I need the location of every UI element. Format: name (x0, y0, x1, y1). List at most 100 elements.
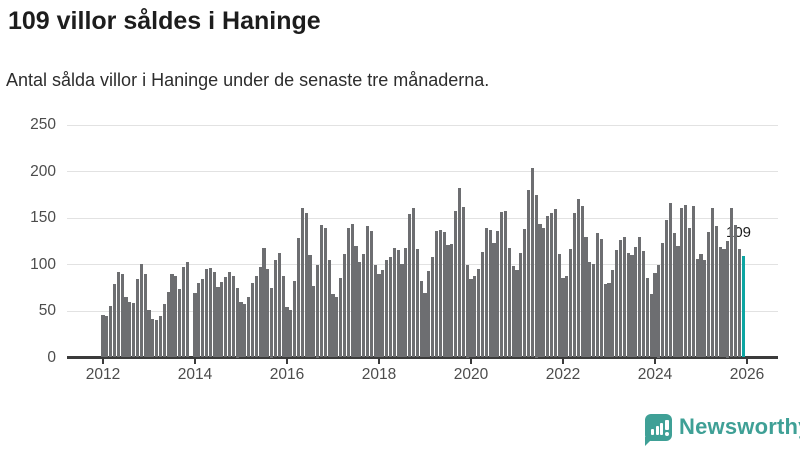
chart-bar (507, 247, 511, 358)
chart-bar (676, 245, 680, 358)
chart-bar (373, 265, 377, 358)
chart-bar (193, 293, 197, 358)
chart-bar (561, 278, 565, 358)
chart-bar (703, 259, 707, 358)
chart-bar (143, 273, 147, 358)
chart-bar (576, 199, 580, 358)
x-axis-tick-2016 (286, 358, 288, 364)
chart-bar (204, 269, 209, 358)
chart-bar (553, 208, 557, 358)
chart-bar (500, 212, 504, 358)
chart-bar (718, 246, 722, 358)
chart-bar (592, 263, 596, 358)
chart-bar (519, 253, 523, 358)
chart-bar (239, 301, 243, 358)
chart-bar (362, 254, 366, 358)
chart-bar (630, 255, 634, 358)
chart-bar (538, 223, 542, 358)
chart-bar (588, 261, 592, 358)
chart-bar (638, 236, 642, 358)
chart-bar (400, 263, 404, 358)
x-tick-label-2024: 2024 (637, 366, 673, 383)
chart-bar (603, 284, 607, 358)
chart-bar (120, 273, 124, 358)
chart-bar (649, 294, 653, 358)
chart-bar (737, 248, 741, 358)
chart-bar (484, 228, 488, 358)
x-axis-tick-2018 (378, 358, 380, 364)
chart-bar (657, 264, 661, 358)
x-tick-label-2016: 2016 (269, 366, 305, 383)
chart-bar (557, 254, 561, 358)
logo-chart-bar-icon (655, 426, 659, 435)
newsworthy-logo-icon (645, 414, 672, 441)
chart-bar (477, 269, 481, 358)
chart-bar (289, 310, 293, 358)
chart-bar (584, 236, 588, 358)
chart-bar (105, 315, 109, 358)
y-tick-label-50: 50 (38, 302, 56, 319)
y-tick-label-150: 150 (30, 209, 56, 226)
chart-bar (569, 248, 573, 358)
chart-bar (611, 270, 615, 358)
chart-bar (408, 214, 412, 358)
x-tick-label-2026: 2026 (729, 366, 765, 383)
x-axis-tick-2024 (654, 358, 656, 364)
chart-bar (733, 224, 738, 358)
chart-bar (273, 259, 278, 358)
chart-bar (385, 259, 389, 358)
chart-bar (212, 271, 216, 358)
chart-bar (231, 275, 235, 358)
x-tick-label-2012: 2012 (85, 366, 121, 383)
chart-bar (128, 301, 132, 358)
chart-bar (178, 288, 182, 358)
chart-bar (473, 275, 477, 358)
gridline-100 (67, 264, 778, 265)
x-tick-label-2020: 2020 (453, 366, 489, 383)
chart-bar (710, 207, 715, 358)
chart-bar (423, 293, 427, 358)
chart-bar (155, 320, 159, 358)
chart-bar (281, 275, 285, 358)
chart-bar (312, 285, 316, 358)
chart-bar (427, 271, 431, 358)
chart-bar (116, 271, 120, 358)
chart-bar (450, 244, 454, 358)
chart-bar (515, 270, 519, 358)
chart-bar (722, 248, 726, 358)
chart-bar (530, 167, 534, 358)
chart-bar (350, 223, 354, 358)
chart-bar (166, 292, 170, 358)
chart-bar (641, 251, 646, 358)
chart-bar (277, 253, 281, 358)
x-tick-label-2022: 2022 (545, 366, 581, 383)
chart-bar (546, 216, 550, 358)
chart-bar (454, 211, 458, 358)
x-axis-tick-2022 (562, 358, 564, 364)
chart-bar (626, 253, 630, 358)
x-axis-tick-2026 (746, 358, 748, 364)
chart-bar (377, 273, 381, 358)
chart-bar (216, 286, 220, 358)
chart-bar (599, 239, 603, 358)
chart-bar (664, 219, 669, 358)
logo-speech-tail (645, 437, 654, 446)
chart-bar (124, 297, 128, 358)
chart-bar (270, 287, 274, 358)
chart-bar (695, 258, 699, 358)
logo-exclamation-icon (665, 420, 669, 430)
chart-bar (235, 287, 239, 358)
chart-bar (308, 255, 312, 358)
chart-bar (170, 273, 174, 358)
chart-bar (293, 281, 297, 358)
chart-bar (174, 275, 178, 358)
chart-bar (112, 284, 117, 358)
chart-bar (319, 224, 324, 358)
chart-bar (457, 188, 462, 358)
chart-bar (346, 228, 350, 358)
chart-bar (339, 278, 343, 358)
chart-bar (503, 210, 508, 358)
chart-bar (565, 275, 569, 358)
chart-bar (707, 231, 711, 358)
x-tick-label-2018: 2018 (361, 366, 397, 383)
